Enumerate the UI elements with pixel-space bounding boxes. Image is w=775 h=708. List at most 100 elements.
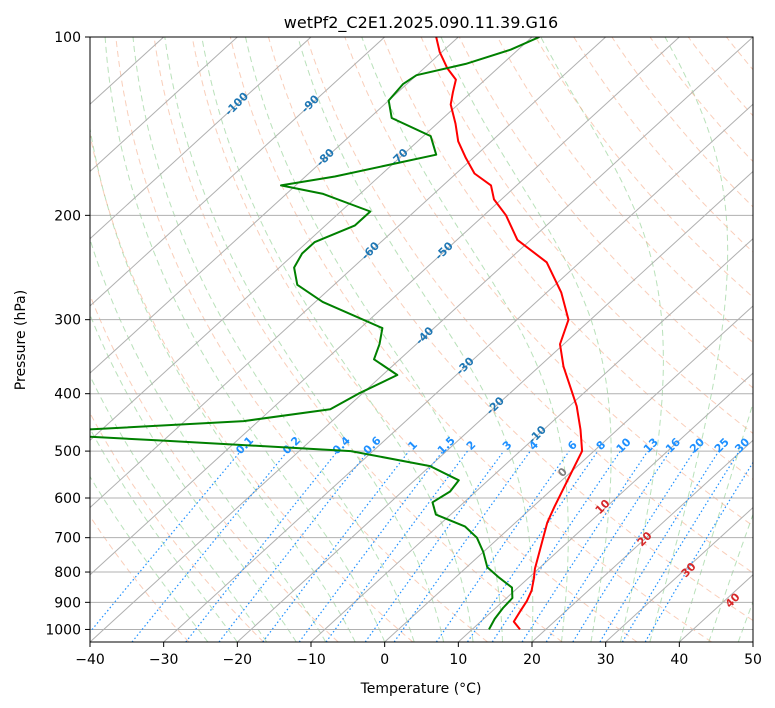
moist-adiabat bbox=[164, 37, 445, 642]
isotherm-line bbox=[90, 37, 386, 307]
isotherm-line bbox=[752, 641, 753, 642]
y-tick-label: 700 bbox=[54, 531, 81, 547]
mixing-ratio-line bbox=[545, 450, 671, 642]
isotherm-line bbox=[236, 170, 753, 642]
x-tick-label: 0 bbox=[380, 652, 389, 668]
isotherm-line bbox=[90, 37, 680, 576]
axis-ticks: −40 −30 −20 −10 0 10 20 30 40 50 100 200 300 400 500 60… bbox=[45, 30, 762, 668]
y-tick-label: 400 bbox=[54, 387, 81, 403]
mixing-ratio-line bbox=[599, 450, 720, 642]
dry-adiabat bbox=[458, 37, 753, 389]
mixing-ratio-line bbox=[185, 450, 339, 642]
dry-adiabat bbox=[90, 293, 339, 642]
dry-adiabat bbox=[611, 37, 753, 208]
moist-adiabat bbox=[90, 237, 327, 642]
y-tick-label: 1000 bbox=[45, 622, 81, 638]
isotherm-line bbox=[90, 37, 607, 509]
line-labels: -100 -90-80 -70-60 -50-40-30-20-100.1 0.2 0.4… bbox=[222, 90, 773, 611]
mixing-ratio-line bbox=[393, 450, 531, 642]
isotherm-line bbox=[90, 37, 753, 642]
mixing-ratio-label: 13 bbox=[641, 436, 661, 456]
mixing-ratio-lines bbox=[90, 450, 753, 642]
mixing-ratio-label: 36 bbox=[753, 435, 773, 455]
moist-adiabat bbox=[90, 125, 356, 642]
dry-adiabat bbox=[344, 37, 753, 527]
dry-adiabat bbox=[306, 37, 753, 574]
mixing-ratio-line bbox=[572, 450, 695, 642]
isotherm-label: -100 bbox=[222, 90, 251, 119]
mixing-ratio-label: 0.4 bbox=[330, 434, 353, 457]
isotherm-line bbox=[90, 37, 312, 240]
dry-adiabat bbox=[268, 37, 753, 622]
grid-lines bbox=[90, 37, 753, 642]
mixing-ratio-line bbox=[298, 450, 444, 642]
moist-adiabat bbox=[201, 37, 474, 642]
profiles bbox=[90, 37, 584, 631]
isotherm-line bbox=[384, 305, 753, 642]
x-tick-label: −10 bbox=[296, 652, 326, 668]
moist-adiabat bbox=[90, 374, 268, 642]
y-axis-title: Pressure (hPa) bbox=[13, 290, 29, 390]
moist-adiabats bbox=[90, 37, 753, 642]
isotherm-line bbox=[90, 37, 238, 173]
mixing-ratio-line bbox=[262, 450, 410, 642]
mixing-ratio-line bbox=[364, 450, 505, 642]
moist-adiabat bbox=[737, 599, 753, 642]
isotherm-line bbox=[90, 37, 459, 374]
isotherm-line bbox=[457, 372, 753, 642]
mixing-ratio-line bbox=[491, 450, 621, 642]
mixing-ratio-label: 25 bbox=[712, 436, 732, 456]
dry-adiabat bbox=[90, 131, 414, 642]
dry-adiabat bbox=[687, 37, 753, 117]
y-tick-label: 300 bbox=[54, 313, 81, 329]
chart-title: wetPf2_C2E1.2025.090.11.39.G16 bbox=[284, 13, 558, 33]
plot-frame bbox=[89, 36, 754, 643]
mixing-ratio-line bbox=[90, 450, 242, 633]
dry-adiabat bbox=[229, 37, 712, 642]
moist-adiabat bbox=[297, 37, 534, 642]
x-tick-label: −20 bbox=[223, 652, 253, 668]
x-axis-title: Temperature (°C) bbox=[360, 681, 482, 697]
dewpoint-profile bbox=[90, 37, 540, 630]
mixing-ratio-label: 30 bbox=[732, 435, 752, 455]
dry-adiabat bbox=[191, 37, 638, 642]
dry-adiabat bbox=[90, 412, 264, 642]
mixing-ratio-line bbox=[621, 450, 740, 642]
mixing-ratio-line bbox=[131, 450, 289, 642]
x-tick-label: −40 bbox=[75, 652, 105, 668]
x-tick-label: −30 bbox=[149, 652, 179, 668]
moist-adiabat bbox=[649, 37, 729, 642]
y-tick-label: 600 bbox=[54, 491, 81, 507]
y-tick-label: 500 bbox=[54, 444, 81, 460]
moist-adiabat bbox=[361, 37, 569, 642]
temperature-profile bbox=[435, 37, 584, 631]
moist-adiabat bbox=[90, 313, 297, 642]
mixing-ratio-line bbox=[218, 450, 369, 642]
y-tick-label: 900 bbox=[54, 595, 81, 611]
isotherm-line bbox=[310, 237, 753, 642]
mixing-ratio-label: 1.5 bbox=[435, 434, 458, 457]
isotherm-line bbox=[90, 37, 533, 442]
mixing-ratio-line bbox=[466, 450, 599, 642]
dry-adiabat bbox=[726, 37, 753, 71]
moist-adiabat bbox=[245, 37, 503, 642]
mixing-ratio-line bbox=[521, 450, 649, 642]
y-tick-label: 200 bbox=[54, 208, 81, 224]
dry-adiabat bbox=[765, 37, 775, 642]
x-tick-label: 10 bbox=[449, 652, 467, 668]
wet-adiabat-label: 30 bbox=[679, 560, 699, 580]
x-tick-label: 40 bbox=[670, 652, 688, 668]
moist-adiabat bbox=[90, 427, 238, 642]
moist-adiabat bbox=[440, 37, 612, 642]
mixing-ratio-label: 0.2 bbox=[280, 434, 303, 457]
dry-adiabat bbox=[382, 37, 753, 481]
isotherm-line bbox=[605, 506, 753, 642]
x-tick-label: 50 bbox=[744, 652, 762, 668]
x-tick-label: 20 bbox=[523, 652, 541, 668]
moist-adiabat bbox=[708, 513, 753, 642]
dry-adiabat bbox=[90, 515, 190, 642]
isotherm-line bbox=[531, 439, 753, 642]
y-tick-label: 800 bbox=[54, 565, 81, 581]
moist-adiabat bbox=[90, 475, 209, 642]
